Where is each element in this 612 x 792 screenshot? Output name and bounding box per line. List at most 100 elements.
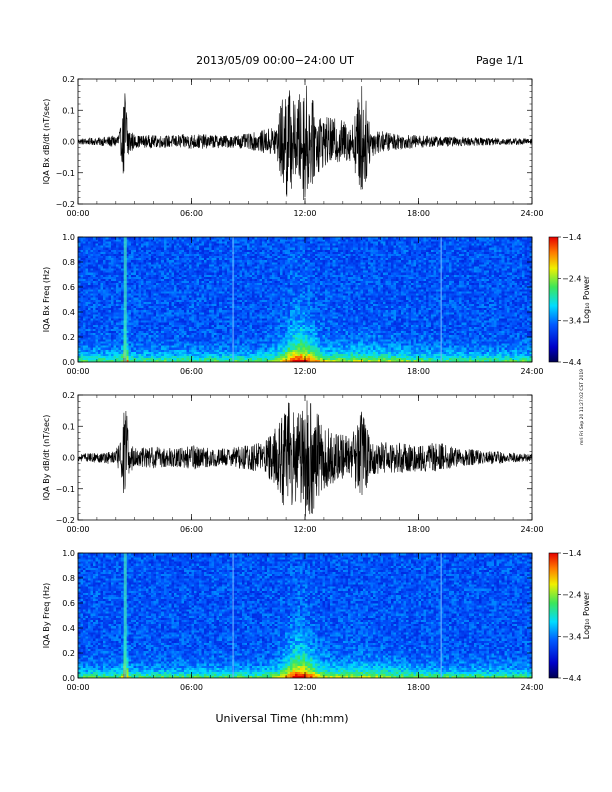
spectrogram-cell: [226, 259, 230, 263]
spectrogram-cell: [95, 297, 99, 300]
spectrogram-cell: [141, 357, 144, 361]
spectrogram-cell: [277, 282, 281, 286]
spectrogram-cell: [146, 303, 149, 307]
spectrogram-cell: [257, 353, 260, 357]
spectrogram-cell: [168, 268, 172, 271]
spectrogram-cell: [267, 299, 270, 302]
spectrogram-cell: [113, 247, 117, 250]
spectrogram-cell: [161, 341, 165, 344]
spectrogram-cell: [173, 359, 177, 362]
spectrogram-cell: [224, 334, 228, 338]
spectrogram-cell: [267, 318, 270, 321]
spectrogram-cell: [171, 243, 175, 246]
spectrogram-cell: [171, 349, 175, 352]
spectrogram-cell: [186, 334, 190, 338]
spectrogram-cell: [136, 241, 139, 244]
spectrogram-cell: [108, 295, 112, 298]
spectrogram-cell: [206, 257, 210, 261]
spectrogram-cell: [219, 341, 223, 344]
spectrogram-cell: [141, 276, 144, 279]
spectrogram-cell: [269, 303, 273, 307]
spectrogram-cell: [78, 345, 81, 348]
spectrogram-cell: [143, 301, 147, 304]
spectrogram-cell: [100, 295, 104, 298]
spectrogram-cell: [241, 251, 245, 254]
spectrogram-cell: [110, 241, 114, 244]
spectrogram-cell: [80, 322, 84, 325]
spectrogram-cell: [90, 284, 94, 288]
spectrogram-cell: [85, 339, 89, 342]
spectrogram-cell: [274, 264, 278, 267]
spectrogram-cell: [83, 274, 86, 277]
spectrogram-cell: [214, 251, 218, 254]
spectrogram-cell: [128, 351, 132, 354]
spectrogram-cell: [226, 309, 230, 313]
spectrogram-cell: [186, 332, 190, 336]
spectrogram-cell: [234, 291, 238, 294]
spectrogram-cell: [186, 237, 190, 240]
spectrogram-cell: [188, 347, 192, 350]
spectrogram-cell: [108, 287, 112, 290]
spectrogram-cell: [100, 359, 104, 362]
spectrogram-cell: [274, 307, 278, 311]
spectrogram-cell: [153, 343, 157, 346]
spectrogram-cell: [108, 312, 112, 315]
spectrogram-cell: [173, 237, 177, 240]
spectrogram-cell: [100, 287, 104, 290]
spectrogram-cell: [90, 280, 94, 284]
spectrogram-cell: [272, 353, 276, 357]
spectrogram-cell: [246, 257, 250, 261]
spectrogram-cell: [241, 278, 245, 282]
spectrogram-cell: [130, 239, 134, 242]
spectrogram-cell: [254, 299, 258, 302]
spectrogram-cell: [254, 303, 258, 307]
spectrogram-cell: [113, 318, 117, 321]
spectrogram-cell: [115, 243, 119, 246]
spectrogram-cell: [130, 287, 134, 290]
spectrogram-cell: [83, 334, 86, 338]
spectrogram-cell: [191, 280, 195, 284]
spectrogram-cell: [133, 284, 137, 288]
spectrogram-cell: [108, 253, 112, 257]
spectrogram-cell: [85, 351, 89, 354]
spectrogram-cell: [279, 312, 283, 315]
spectrogram-cell: [246, 280, 250, 284]
spectrogram-cell: [206, 316, 210, 319]
spectrogram-cell: [188, 330, 192, 334]
spectrogram-cell: [209, 262, 212, 265]
spectrogram-cell: [249, 253, 253, 257]
spectrogram-cell: [125, 237, 129, 240]
spectrogram-cell: [221, 253, 225, 257]
spectrogram-cell: [120, 255, 124, 259]
spectrogram-cell: [108, 307, 112, 311]
spectrogram-cell: [199, 243, 202, 246]
spectrogram-cell: [163, 299, 167, 302]
spectrogram-cell: [196, 349, 200, 352]
spectrogram-cell: [120, 303, 124, 307]
spectrogram-cell: [214, 320, 218, 323]
spectrogram-cell: [153, 295, 157, 298]
spectrogram-cell: [173, 309, 177, 313]
spectrogram-cell: [211, 247, 215, 250]
spectrogram-cell: [252, 318, 255, 321]
spectrogram-cell: [103, 351, 107, 354]
spectrogram-cell: [181, 349, 185, 352]
spectrogram-cell: [181, 243, 185, 246]
spectrogram-cell: [194, 255, 197, 259]
spectrogram-cell: [226, 241, 230, 244]
spectrogram-cell: [118, 309, 122, 313]
spectrogram-cell: [226, 270, 230, 273]
spectrogram-cell: [267, 253, 270, 257]
spectrogram-cell: [239, 289, 243, 292]
spectrogram-cell: [244, 268, 248, 271]
spectrogram-cell: [108, 289, 112, 292]
spectrogram-cell: [226, 255, 230, 259]
spectrogram-cell: [173, 284, 177, 288]
spectrogram-cell: [267, 297, 270, 300]
spectrogram-cell: [166, 282, 170, 286]
spectrogram-cell: [100, 245, 104, 248]
spectrogram-cell: [262, 297, 265, 300]
spectrogram-cell: [259, 272, 263, 275]
spectrogram-cell: [194, 326, 197, 329]
spectrogram-cell: [272, 245, 276, 248]
